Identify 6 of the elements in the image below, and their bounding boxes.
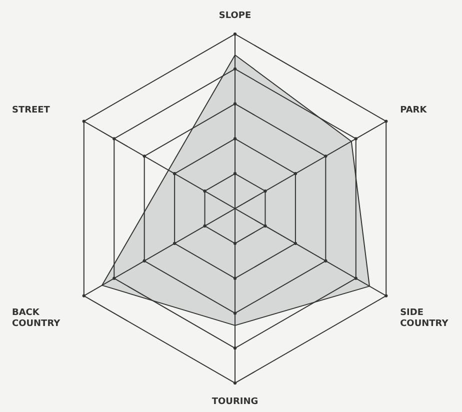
- spoke-label: STREET: [12, 105, 51, 116]
- spoke-label: SIDE COUNTRY: [400, 308, 449, 329]
- spoke-label: SLOPE: [218, 11, 252, 22]
- spoke-label: PARK: [400, 105, 428, 116]
- spoke-label: BACK COUNTRY: [12, 308, 61, 329]
- spoke-label: TOURING: [212, 396, 258, 407]
